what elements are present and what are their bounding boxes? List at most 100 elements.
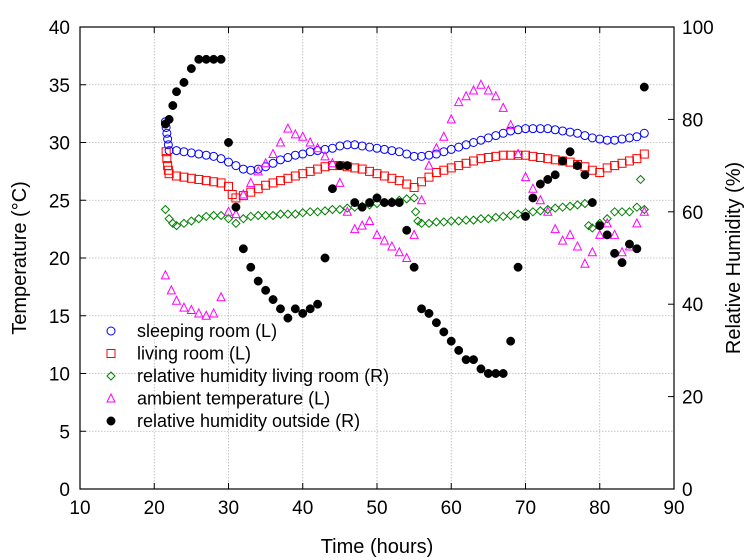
- data-point: [580, 258, 590, 268]
- data-point: [535, 179, 545, 189]
- data-point: [506, 336, 516, 346]
- data-point: [320, 150, 330, 161]
- legend-marker: [106, 349, 116, 358]
- data-point: [557, 202, 568, 212]
- data-point: [521, 211, 530, 221]
- data-point: [290, 150, 300, 160]
- data-point: [246, 262, 256, 272]
- data-point: [446, 336, 456, 346]
- data-point: [461, 158, 471, 168]
- data-point: [513, 125, 523, 135]
- data-point: [565, 229, 575, 239]
- data-point: [364, 215, 375, 226]
- data-point: [163, 165, 173, 175]
- data-point: [298, 308, 308, 318]
- data-point: [483, 84, 494, 95]
- data-point: [542, 206, 553, 216]
- data-point: [172, 171, 182, 181]
- data-point: [617, 246, 627, 257]
- data-point: [424, 172, 434, 182]
- legend-marker: [106, 392, 116, 403]
- data-point: [417, 304, 426, 314]
- data-point: [491, 151, 501, 161]
- data-point: [387, 198, 397, 208]
- data-point: [632, 202, 642, 212]
- data-point: [261, 180, 271, 190]
- data-point: [431, 217, 442, 227]
- data-point: [490, 90, 501, 101]
- data-point: [409, 151, 419, 161]
- data-point: [268, 158, 278, 168]
- legend-marker: [106, 326, 116, 336]
- x-tick-label: 70: [515, 498, 536, 519]
- x-tick-label: 30: [218, 498, 239, 519]
- data-point: [253, 184, 263, 194]
- data-point: [572, 240, 583, 251]
- data-point: [162, 128, 172, 138]
- data-point: [550, 203, 560, 213]
- data-point: [379, 198, 389, 208]
- data-point: [424, 150, 434, 160]
- data-point: [469, 156, 479, 166]
- data-point: [275, 136, 286, 147]
- data-point: [587, 133, 597, 143]
- legend: sleeping room (L)living room (L)relative…: [106, 321, 389, 431]
- data-point: [513, 148, 523, 159]
- y-right-tick-label: 40: [682, 295, 703, 316]
- data-point: [402, 225, 412, 235]
- data-point: [535, 124, 545, 134]
- data-point: [446, 144, 456, 154]
- y-right-tick-label: 20: [682, 388, 703, 409]
- data-point: [409, 229, 419, 239]
- data-point: [283, 313, 293, 323]
- data-point: [543, 204, 553, 215]
- data-point: [275, 155, 285, 165]
- data-point: [164, 169, 174, 179]
- data-point: [409, 262, 419, 272]
- data-point: [528, 193, 538, 203]
- data-point: [506, 150, 516, 160]
- data-point: [416, 218, 427, 229]
- data-point: [208, 210, 219, 221]
- data-point: [290, 209, 301, 219]
- data-point: [193, 307, 204, 318]
- series-1: [161, 147, 649, 203]
- data-point: [216, 178, 226, 188]
- data-point: [305, 147, 315, 157]
- data-point: [209, 151, 219, 161]
- data-point: [639, 149, 649, 159]
- data-point: [194, 149, 204, 159]
- data-point: [372, 198, 382, 209]
- data-point: [166, 284, 177, 295]
- data-point: [446, 113, 457, 124]
- data-point: [476, 364, 486, 374]
- data-point: [394, 176, 404, 186]
- data-point: [224, 138, 233, 147]
- data-point: [587, 223, 598, 233]
- data-point: [439, 327, 449, 337]
- legend-entry: relative humidity living room (R): [137, 366, 389, 386]
- data-point: [298, 208, 308, 218]
- data-point: [498, 102, 509, 112]
- data-point: [179, 302, 189, 312]
- data-point: [216, 54, 226, 64]
- data-point: [231, 202, 241, 212]
- data-point: [312, 207, 323, 217]
- data-point: [469, 355, 478, 365]
- data-point: [224, 157, 233, 167]
- data-point: [461, 355, 471, 365]
- data-point: [179, 172, 189, 182]
- data-point: [283, 153, 293, 163]
- data-point: [558, 156, 568, 166]
- y-left-tick-label: 20: [49, 249, 70, 270]
- data-point: [186, 304, 197, 314]
- data-point: [454, 161, 464, 171]
- data-point: [365, 142, 375, 152]
- data-point: [253, 165, 264, 176]
- data-point: [409, 183, 419, 193]
- data-point: [372, 229, 382, 239]
- data-point: [201, 54, 211, 64]
- data-point: [402, 149, 412, 159]
- data-point: [216, 210, 226, 221]
